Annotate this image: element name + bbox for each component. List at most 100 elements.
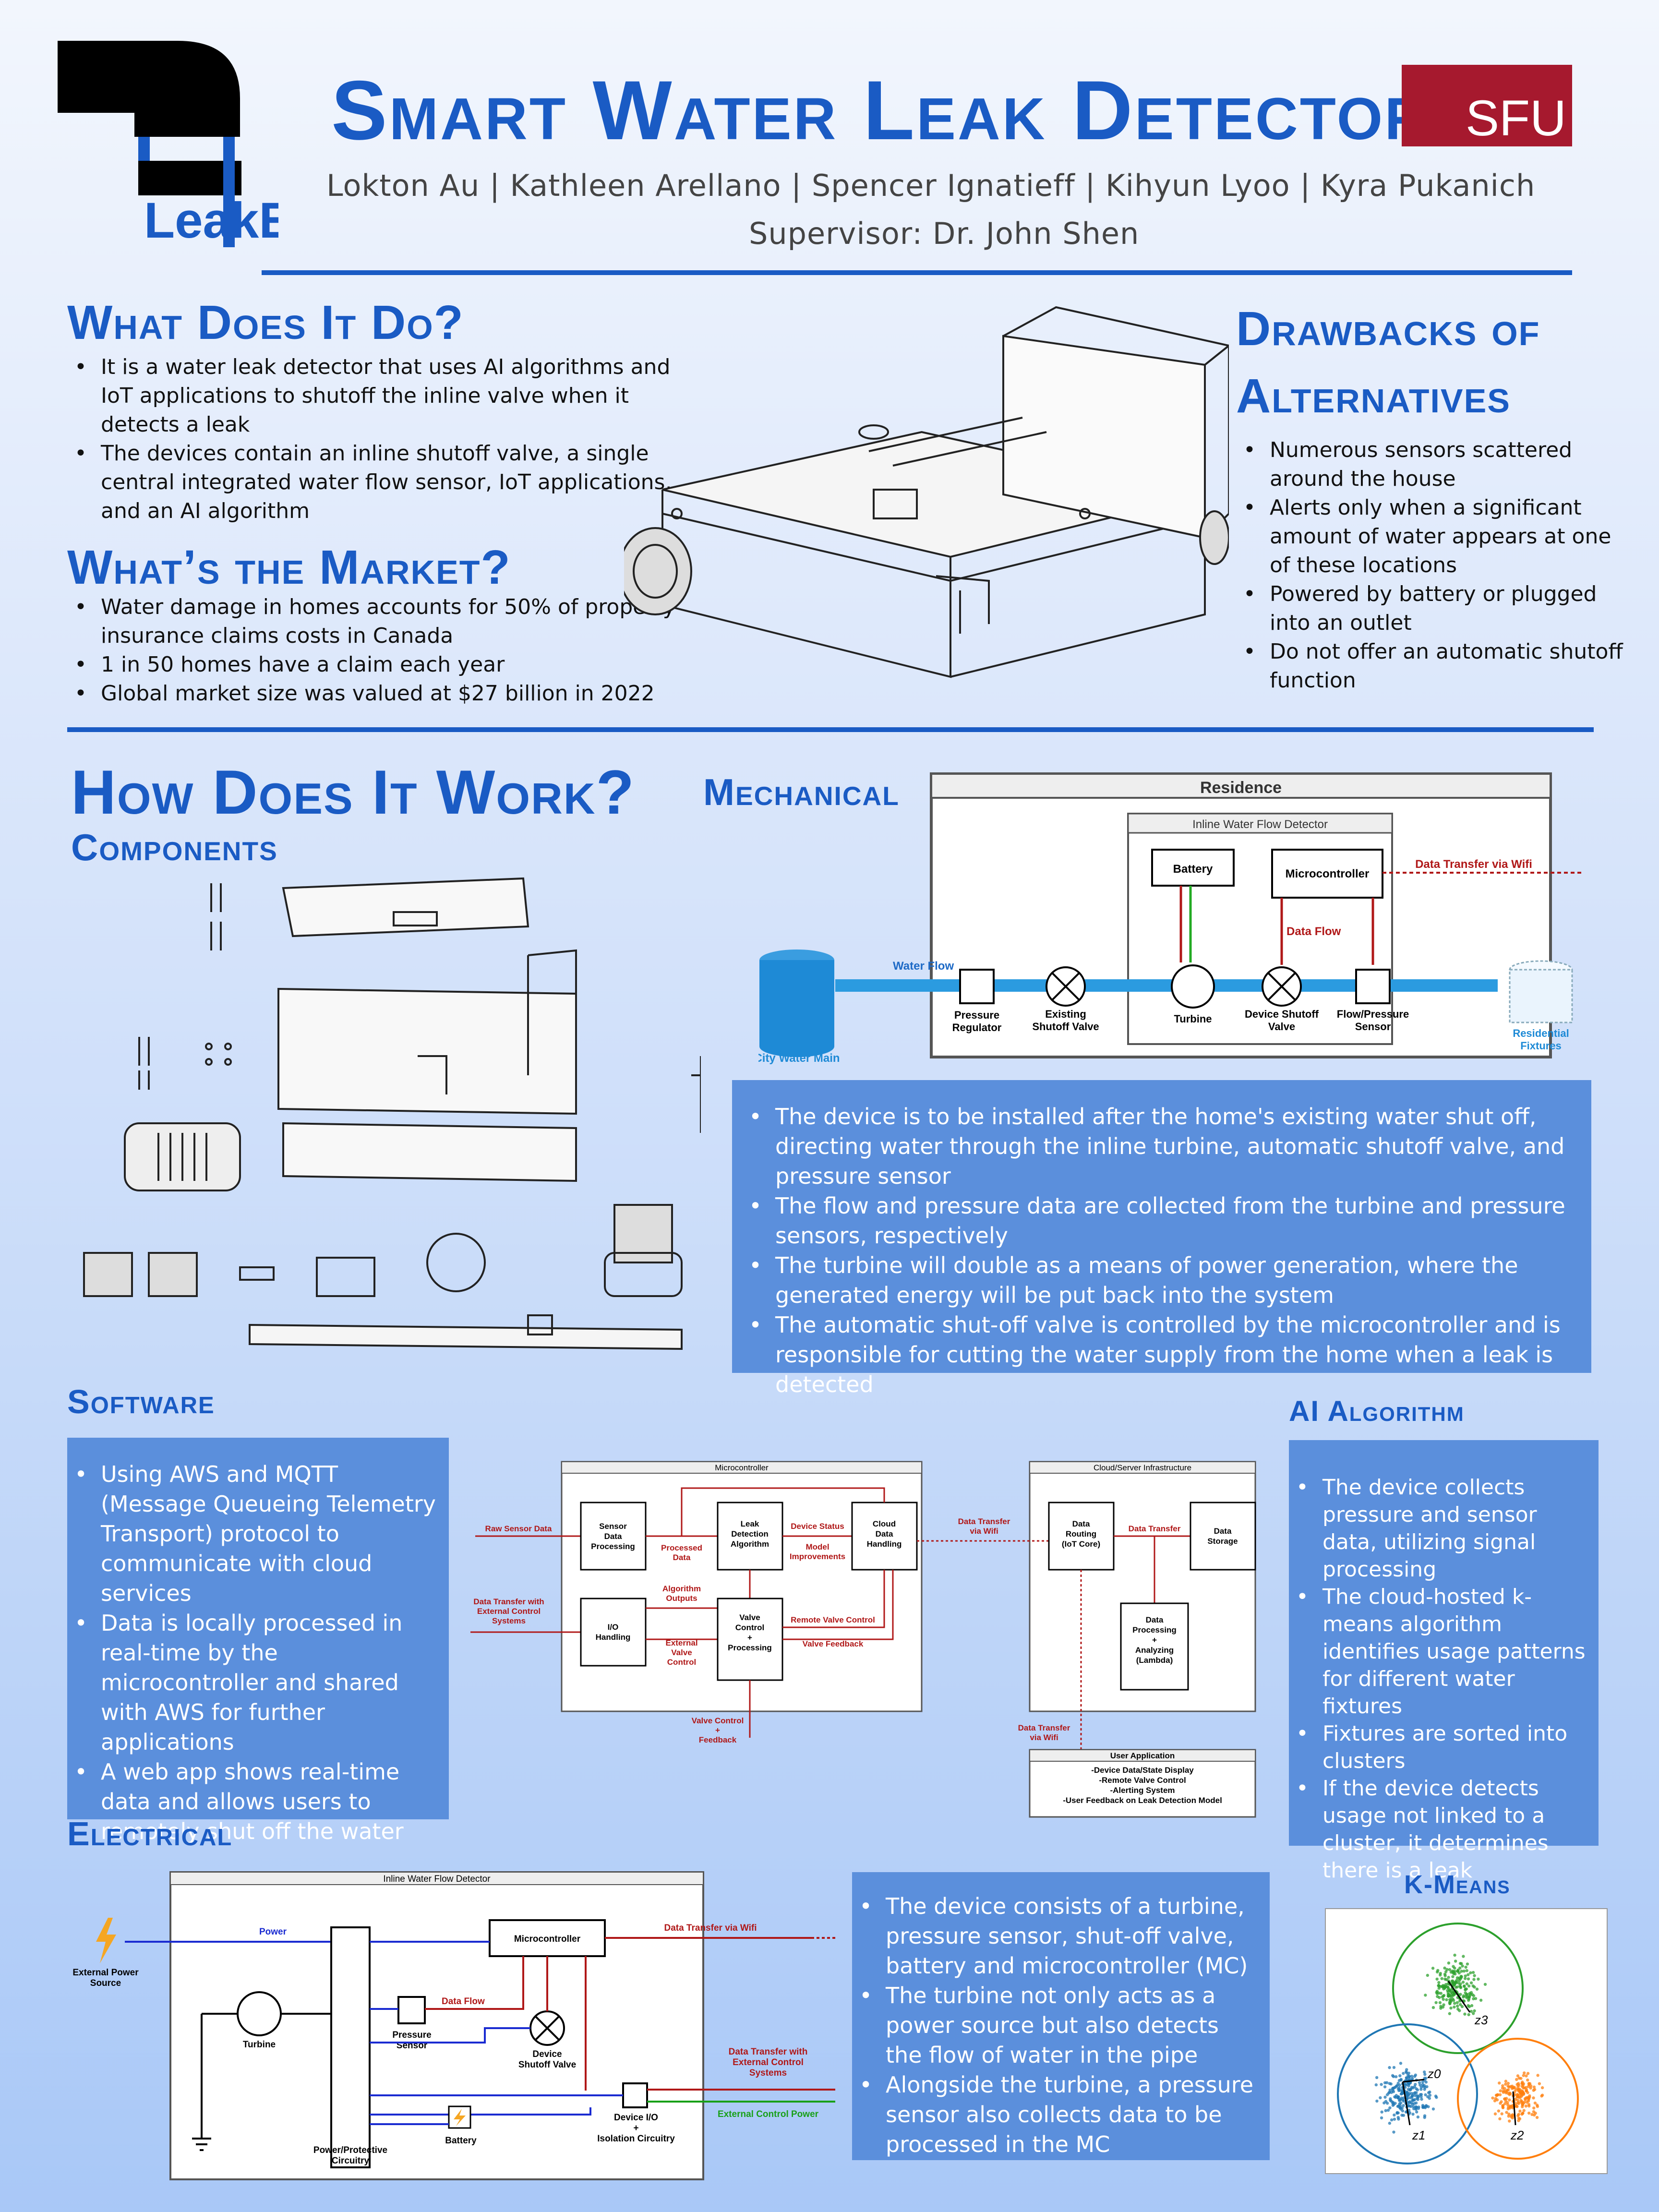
kmeans-point — [1540, 2086, 1544, 2090]
sfu-logo: SFU — [1402, 65, 1572, 146]
kmeans-point — [1465, 1969, 1468, 1972]
kmeans-point — [1431, 2006, 1435, 2009]
elec-box-title: Inline Water Flow Detector — [383, 1874, 491, 1884]
kmeans-point — [1457, 1971, 1461, 1975]
kmeans-point — [1453, 1953, 1456, 1957]
kmeans-point — [1424, 1994, 1427, 1997]
kmeans-point — [1532, 2096, 1535, 2100]
kmeans-point — [1393, 2086, 1396, 2090]
kmeans-point — [1435, 1991, 1438, 1994]
kmeans-point — [1503, 2102, 1507, 2105]
battery-icon — [454, 2109, 466, 2126]
lightning-icon — [96, 1918, 116, 1963]
kmeans-point — [1521, 2080, 1524, 2084]
lambda-label: Data Processing + Analyzing (Lambda) — [1132, 1615, 1177, 1665]
kmeans-point — [1398, 2089, 1402, 2092]
list-item: A web app shows real-time data and allow… — [74, 1757, 439, 1846]
kmeans-point — [1418, 2081, 1421, 2084]
kmeans-point — [1521, 2092, 1525, 2095]
kmeans-point — [1380, 2116, 1383, 2120]
ext-power-label: External Power Source — [72, 1968, 139, 1988]
kmeans-point — [1411, 2112, 1415, 2116]
kmeans-point — [1392, 2066, 1396, 2069]
turbine-label: Turbine — [1174, 1013, 1212, 1025]
kmeans-point — [1419, 2085, 1423, 2089]
list-item: The turbine not only acts as a power sou… — [859, 1981, 1260, 2070]
section-title-kmeans: K-Means — [1404, 1870, 1511, 1899]
kmeans-point — [1415, 2105, 1418, 2109]
kmeans-point — [1532, 2085, 1536, 2089]
kmeans-point — [1517, 2076, 1521, 2080]
kmeans-point — [1529, 2084, 1533, 2088]
section-title-ai: AI Algorithm — [1289, 1395, 1465, 1427]
kmeans-point — [1518, 2109, 1522, 2113]
kmeans-point — [1479, 1998, 1483, 2002]
kmeans-point — [1465, 1982, 1468, 1985]
kmeans-point — [1455, 1981, 1458, 1984]
kmeans-point — [1523, 2097, 1527, 2101]
battery-label: Battery — [1173, 863, 1213, 876]
kmeans-point — [1435, 2096, 1438, 2099]
mc-block-title: Microcontroller — [715, 1463, 769, 1472]
kmeans-point — [1525, 2074, 1528, 2078]
kmeans-point — [1410, 2094, 1414, 2098]
supervisor: Supervisor: Dr. John Shen — [749, 216, 1140, 251]
kmeans-point — [1446, 1989, 1449, 1992]
kmeans-point — [1515, 2104, 1519, 2108]
kmeans-point — [1460, 1975, 1463, 1979]
kmeans-point — [1455, 2001, 1459, 2005]
kmeans-point — [1464, 1965, 1467, 1969]
leake-logo: LeakE — [58, 41, 292, 271]
kmeans-point — [1521, 2103, 1525, 2107]
kmeans-point — [1451, 1979, 1455, 1983]
wifi-label: Data Transfer via Wifi — [1415, 858, 1532, 871]
kmeans-point — [1517, 2113, 1521, 2116]
kmeans-point — [1413, 2094, 1417, 2097]
kmeans-point — [1449, 2000, 1453, 2004]
kmeans-point — [1500, 2100, 1503, 2104]
kmeans-point — [1400, 2092, 1404, 2095]
device-status-label: Device Status — [791, 1522, 844, 1531]
data-transfer-label: Data Transfer — [1129, 1524, 1181, 1533]
kmeans-point — [1437, 1981, 1441, 1984]
kmeans-plot: z3 z0 z1 z2 — [1325, 1908, 1608, 2174]
kmeans-point — [1524, 2104, 1528, 2108]
kmeans-point — [1380, 2110, 1383, 2114]
kmeans-point — [1439, 2005, 1443, 2008]
kmeans-point — [1533, 2101, 1537, 2105]
kmeans-point — [1467, 2013, 1470, 2017]
kmeans-point — [1412, 2105, 1415, 2108]
kmeans-point — [1448, 1968, 1452, 1972]
flow-sensor-label: Flow/Pressure Sensor — [1337, 1008, 1409, 1033]
kmeans-point — [1503, 2097, 1507, 2101]
kmeans-point — [1498, 2117, 1502, 2121]
author-list: Lokton Au | Kathleen Arellano | Spencer … — [326, 168, 1536, 203]
section-title-software: Software — [67, 1383, 215, 1420]
kmeans-point — [1456, 2008, 1460, 2011]
kmeans-point — [1391, 2104, 1395, 2107]
section-title-market: What’s the Market? — [67, 541, 511, 594]
kmeans-point — [1460, 1962, 1463, 1965]
kmeans-point — [1452, 1965, 1455, 1968]
kmeans-point — [1506, 2103, 1510, 2106]
kmeans-point — [1503, 2087, 1506, 2090]
routing-label: Data Routing (IoT Core) — [1062, 1519, 1100, 1549]
centroid-label-z3: z3 — [1474, 2013, 1488, 2027]
kmeans-point — [1473, 2009, 1476, 2013]
section-divider — [67, 727, 1594, 732]
kmeans-point — [1506, 2081, 1510, 2085]
elec-wifi-label: Data Transfer via Wifi — [664, 1923, 757, 1933]
kmeans-point — [1440, 1985, 1443, 1988]
kmeans-point — [1459, 1993, 1462, 1996]
kmeans-point — [1393, 2117, 1396, 2121]
kmeans-point — [1475, 1987, 1479, 1991]
pressure-reg-label: Pressure Regulator — [952, 1009, 1002, 1034]
kmeans-point — [1493, 2099, 1497, 2103]
kmeans-point — [1460, 1970, 1463, 1973]
kmeans-point — [1422, 2084, 1426, 2087]
kmeans-point — [1409, 2088, 1412, 2092]
kmeans-point — [1411, 2077, 1414, 2080]
kmeans-point — [1471, 1971, 1475, 1974]
kmeans-point — [1458, 1966, 1462, 1970]
header-divider — [262, 270, 1572, 275]
